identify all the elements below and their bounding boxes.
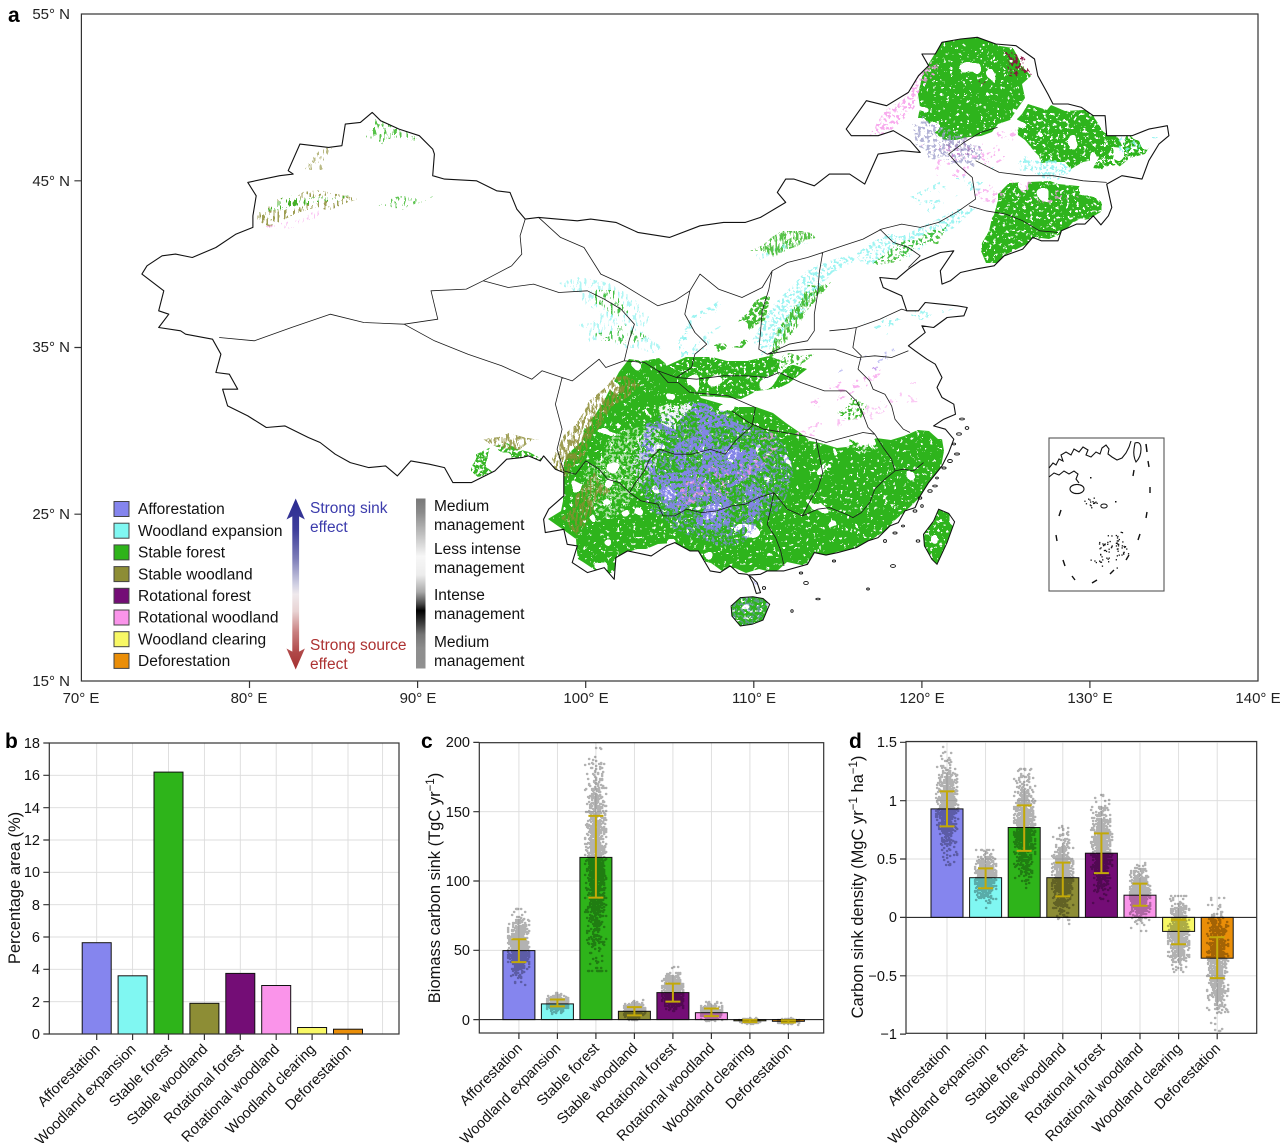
svg-text:effect: effect bbox=[310, 519, 348, 536]
svg-text:0.5: 0.5 bbox=[877, 852, 897, 868]
svg-text:0: 0 bbox=[889, 910, 897, 926]
svg-text:120° E: 120° E bbox=[899, 690, 944, 707]
svg-text:Strong source: Strong source bbox=[310, 637, 407, 654]
svg-text:a: a bbox=[8, 4, 20, 27]
svg-text:−1: −1 bbox=[880, 1027, 897, 1043]
svg-text:management: management bbox=[434, 517, 525, 534]
svg-text:management: management bbox=[434, 560, 525, 577]
svg-text:35° N: 35° N bbox=[32, 339, 70, 356]
svg-text:−0.5: −0.5 bbox=[868, 969, 897, 985]
svg-text:Afforestation: Afforestation bbox=[138, 501, 225, 518]
svg-text:c: c bbox=[421, 730, 433, 753]
svg-text:80° E: 80° E bbox=[231, 690, 268, 707]
svg-text:Rotational forest: Rotational forest bbox=[138, 588, 252, 605]
svg-text:Deforestation: Deforestation bbox=[138, 653, 230, 670]
svg-text:55° N: 55° N bbox=[32, 6, 70, 23]
svg-text:110° E: 110° E bbox=[732, 690, 776, 707]
svg-text:130° E: 130° E bbox=[1067, 690, 1112, 707]
svg-text:25° N: 25° N bbox=[32, 506, 70, 523]
svg-text:90° E: 90° E bbox=[400, 690, 437, 707]
svg-text:Stable woodland: Stable woodland bbox=[138, 566, 253, 583]
svg-text:45° N: 45° N bbox=[32, 173, 70, 190]
svg-text:140° E: 140° E bbox=[1235, 690, 1280, 707]
svg-text:2: 2 bbox=[32, 995, 40, 1011]
svg-text:Intense: Intense bbox=[434, 587, 485, 604]
svg-text:Medium: Medium bbox=[434, 498, 489, 515]
svg-text:70° E: 70° E bbox=[63, 690, 100, 707]
svg-text:management: management bbox=[434, 653, 525, 670]
svg-text:14: 14 bbox=[24, 801, 40, 817]
svg-text:Carbon sink density (MgC yr−1: Carbon sink density (MgC yr−1 ha−1) bbox=[848, 756, 867, 1019]
svg-text:b: b bbox=[5, 730, 18, 753]
svg-text:15° N: 15° N bbox=[32, 673, 70, 690]
svg-text:18: 18 bbox=[24, 736, 40, 752]
svg-text:Rotational woodland: Rotational woodland bbox=[138, 610, 278, 627]
svg-text:0: 0 bbox=[462, 1013, 470, 1029]
svg-text:12: 12 bbox=[24, 833, 40, 849]
svg-text:16: 16 bbox=[24, 768, 40, 784]
svg-text:6: 6 bbox=[32, 930, 40, 946]
svg-text:management: management bbox=[434, 606, 525, 623]
svg-text:100° E: 100° E bbox=[563, 690, 608, 707]
svg-text:Medium: Medium bbox=[434, 634, 489, 651]
svg-text:200: 200 bbox=[446, 735, 470, 751]
svg-text:d: d bbox=[849, 730, 862, 753]
svg-text:1.5: 1.5 bbox=[877, 735, 897, 751]
svg-text:4: 4 bbox=[32, 962, 40, 978]
svg-text:effect: effect bbox=[310, 656, 348, 673]
svg-text:Woodland clearing: Woodland clearing bbox=[138, 631, 266, 648]
svg-text:Strong sink: Strong sink bbox=[310, 500, 388, 517]
svg-text:Percentage area (%): Percentage area (%) bbox=[6, 812, 24, 964]
svg-text:10: 10 bbox=[24, 865, 40, 881]
svg-text:0: 0 bbox=[32, 1027, 40, 1043]
svg-text:Stable forest: Stable forest bbox=[138, 545, 226, 562]
svg-text:1: 1 bbox=[889, 794, 897, 810]
svg-text:Less intense: Less intense bbox=[434, 541, 521, 558]
svg-text:50: 50 bbox=[454, 943, 470, 959]
svg-text:Biomass carbon sink (TgC yr−1): Biomass carbon sink (TgC yr−1) bbox=[425, 773, 444, 1003]
svg-text:8: 8 bbox=[32, 898, 40, 914]
svg-text:100: 100 bbox=[446, 874, 470, 890]
svg-text:150: 150 bbox=[446, 805, 470, 821]
svg-text:Woodland expansion: Woodland expansion bbox=[138, 523, 283, 540]
